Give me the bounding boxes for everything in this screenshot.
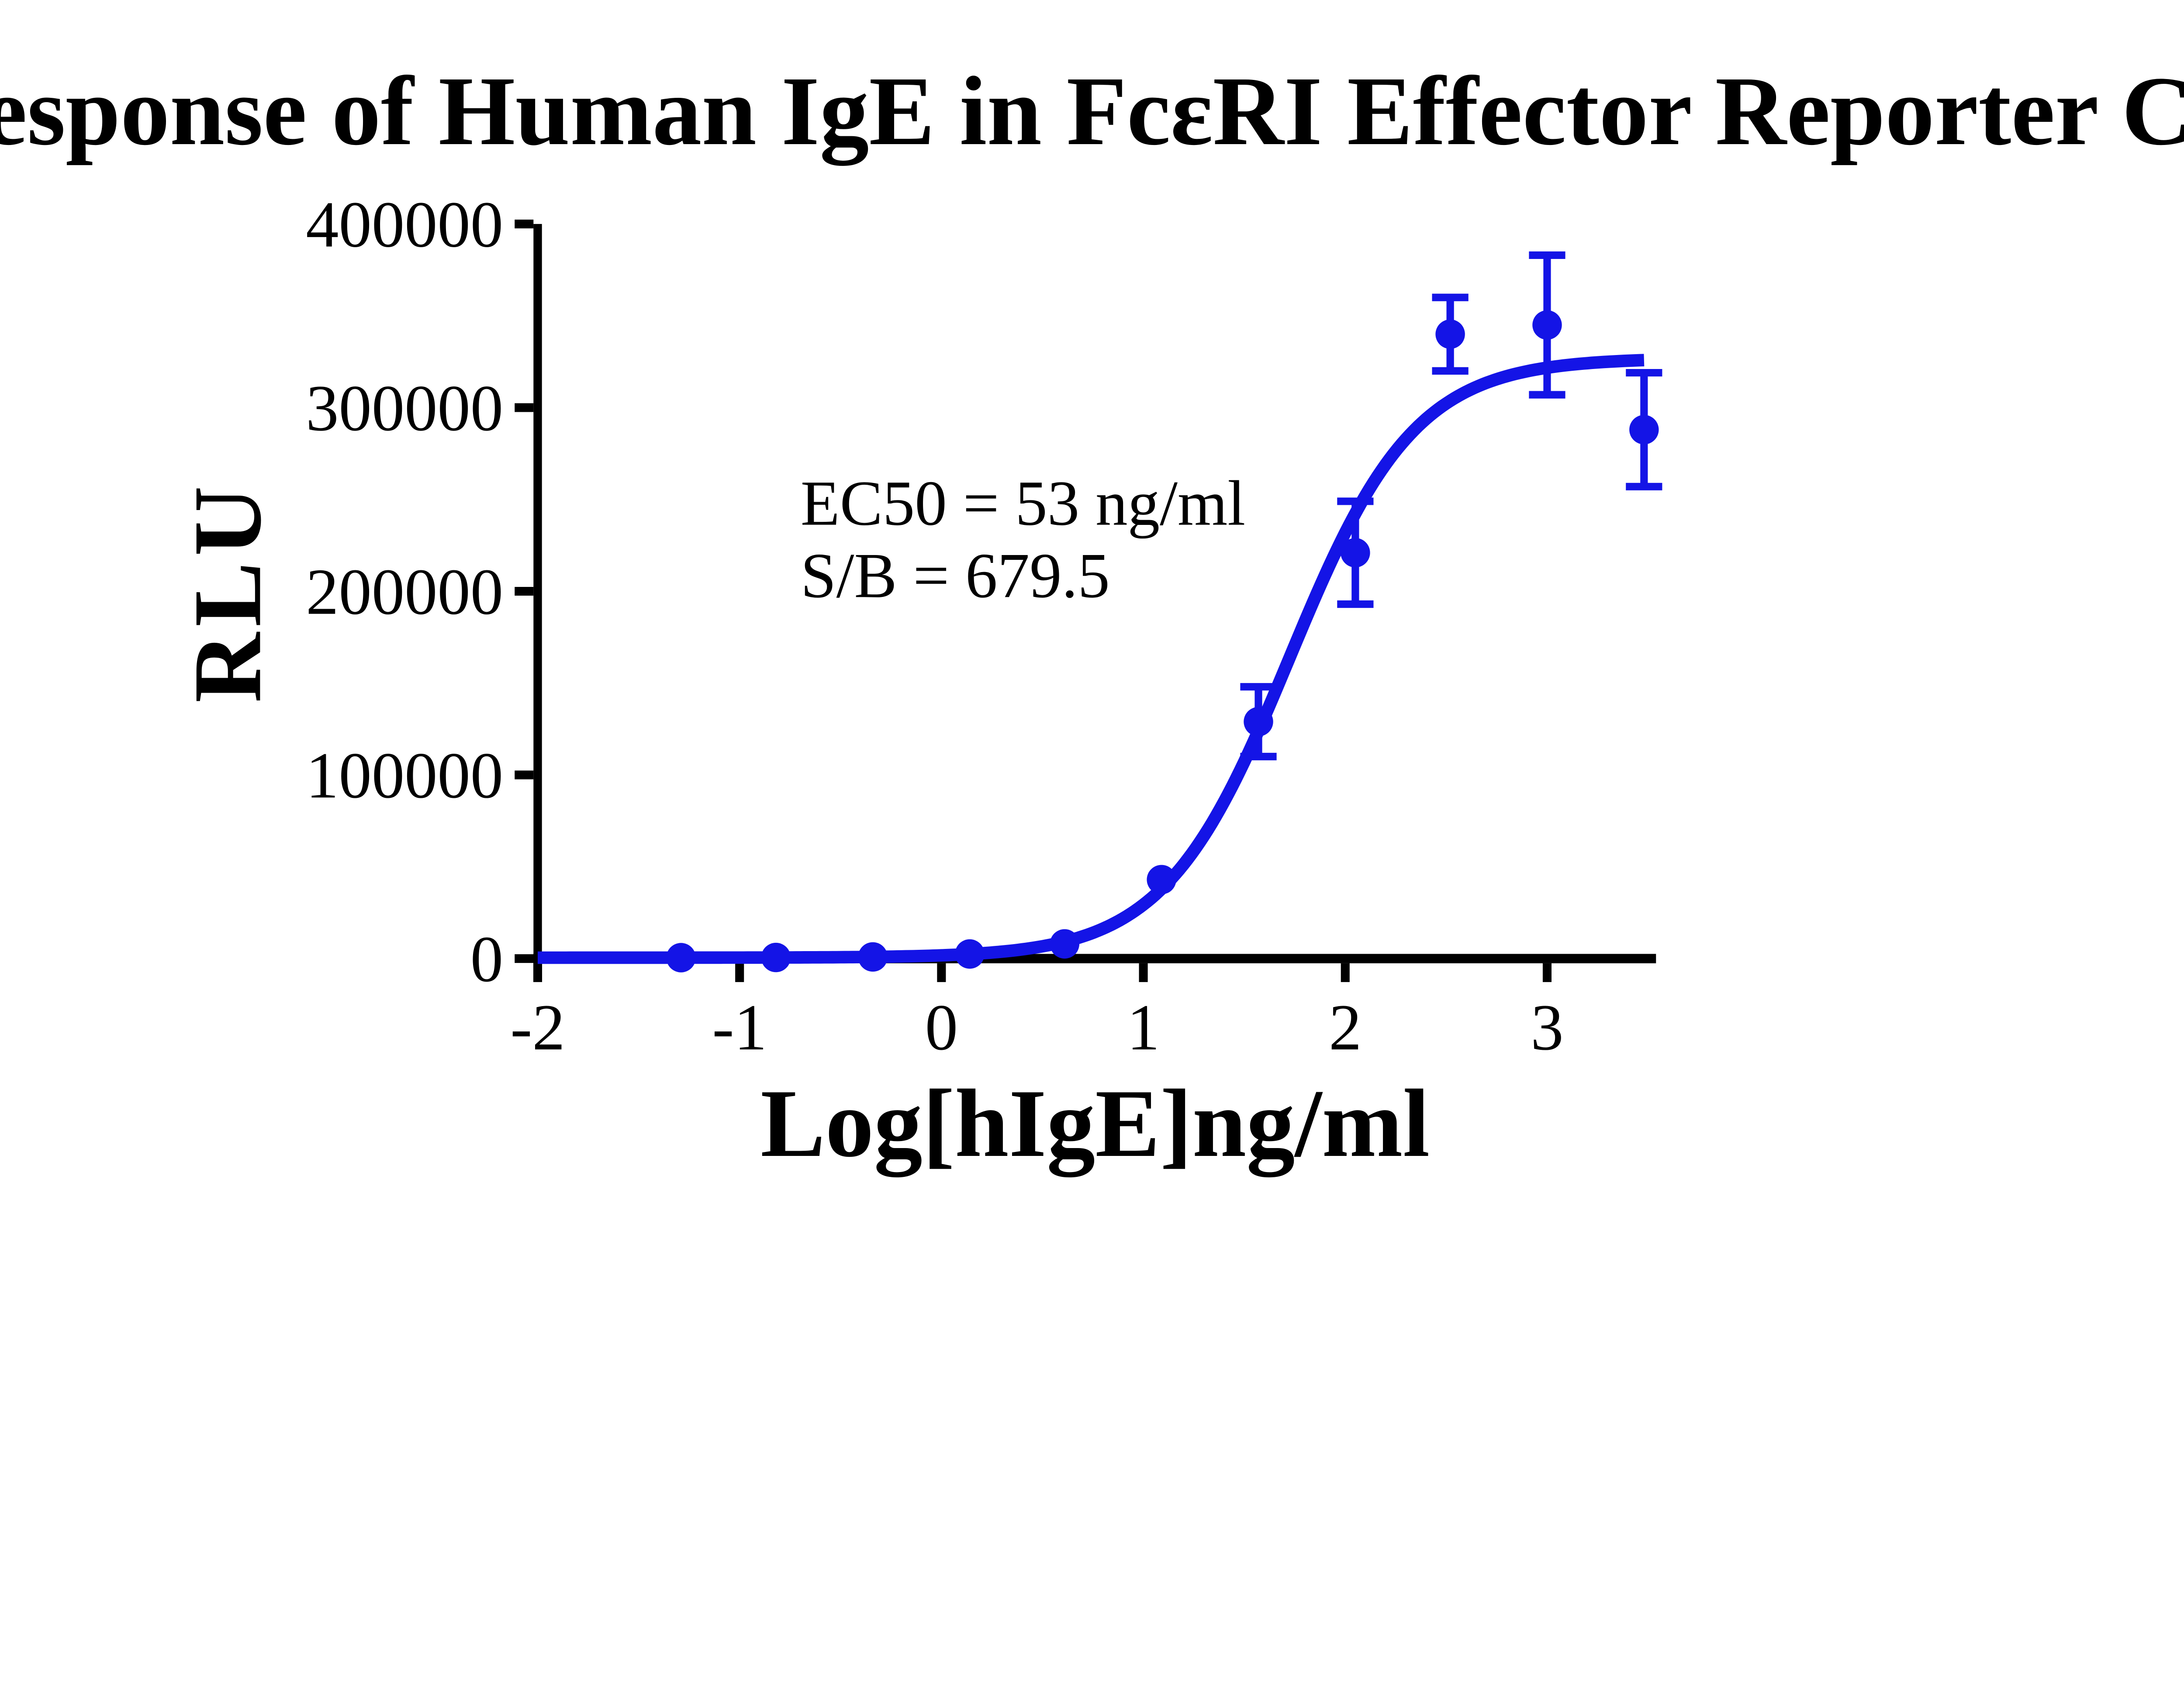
- y-tick-label: 0: [470, 923, 503, 996]
- data-point: [1244, 707, 1273, 737]
- data-point: [858, 942, 888, 972]
- plot-layer: 0 100000 200000 300000 400000 -2 -1 0 1 2 3: [306, 188, 1662, 1064]
- data-point: [666, 943, 696, 973]
- x-tick-label: 1: [1127, 991, 1160, 1064]
- x-tick-label: -2: [510, 991, 565, 1064]
- data-point: [955, 939, 985, 969]
- y-tick-label: 300000: [306, 372, 503, 445]
- dose-response-figure: 0 100000 200000 300000 400000 -2 -1 0 1 2 3 Dose R…: [0, 56, 2184, 1178]
- fit-curve: [535, 354, 1646, 964]
- dose-response-chart: 0 100000 200000 300000 400000 -2 -1 0 1 2 3 Dose R…: [0, 56, 2184, 1178]
- x-tick-label: 3: [1531, 991, 1563, 1064]
- data-point: [1532, 310, 1562, 340]
- data-point: [1435, 319, 1465, 349]
- data-point: [1050, 929, 1080, 959]
- x-tick-label: 2: [1329, 991, 1362, 1064]
- data-point: [1341, 538, 1370, 568]
- y-axis-title: RLU: [174, 480, 281, 703]
- y-tick-label: 400000: [306, 188, 503, 261]
- signal-to-background-annotation: S/B = 679.5: [801, 540, 1110, 611]
- data-point: [1147, 865, 1176, 894]
- chart-title: Dose Response of Human IgE in FcεRI Effe…: [0, 56, 2184, 166]
- x-tick-label: -1: [712, 991, 767, 1064]
- x-axis-title: Log[hIgE]ng/ml: [760, 1070, 1430, 1177]
- data-point: [761, 942, 791, 973]
- y-tick-label: 200000: [306, 555, 503, 628]
- y-tick-label: 100000: [306, 739, 503, 812]
- x-tick-label: 0: [925, 991, 958, 1064]
- ec50-annotation: EC50 = 53 ng/ml: [801, 468, 1245, 539]
- data-point: [1629, 415, 1659, 445]
